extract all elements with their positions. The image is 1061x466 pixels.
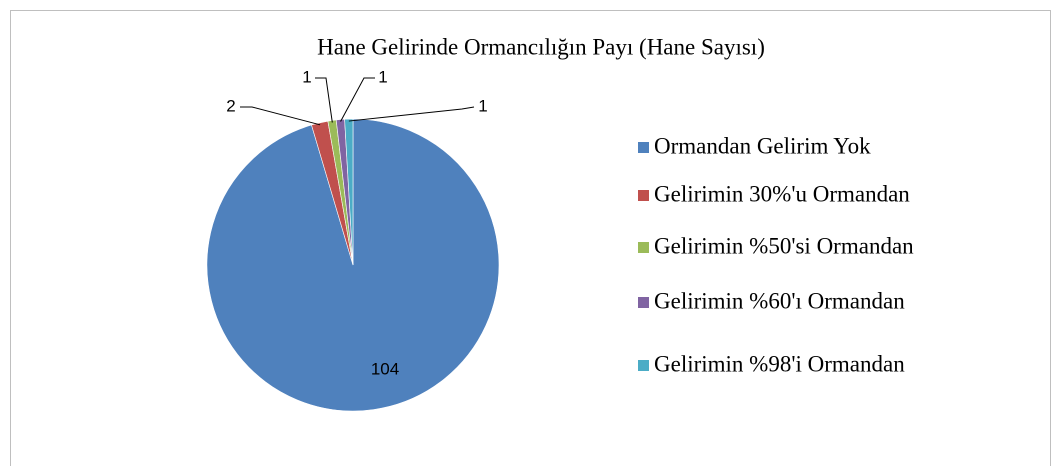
chart-title: Hane Gelirinde Ormancılığın Payı (Hane S… — [317, 34, 765, 59]
legend-swatch — [638, 242, 649, 253]
leader-line — [348, 106, 475, 122]
legend-swatch — [638, 190, 649, 201]
data-label: 1 — [378, 67, 387, 86]
data-label: 1 — [478, 96, 487, 115]
legend-swatch — [638, 297, 649, 308]
legend-label: Gelirimin %50'si Ormandan — [654, 233, 914, 258]
legend-label: Gelirimin %98'i Ormandan — [654, 351, 905, 376]
chart-frame — [10, 10, 1051, 466]
leader-line — [240, 106, 321, 126]
data-label: 2 — [226, 96, 235, 115]
legend-swatch — [638, 142, 649, 153]
legend-swatch — [638, 360, 649, 371]
data-label: 104 — [371, 359, 399, 378]
data-label: 1 — [302, 67, 311, 86]
legend-label: Gelirimin 30%'u Ormandan — [654, 181, 910, 206]
pie-slice — [344, 118, 354, 266]
legend-label: Gelirimin %60'ı Ormandan — [654, 288, 905, 313]
leader-line — [315, 77, 333, 123]
legend-label: Ormandan Gelirim Yok — [654, 133, 871, 158]
leader-line — [340, 77, 375, 122]
